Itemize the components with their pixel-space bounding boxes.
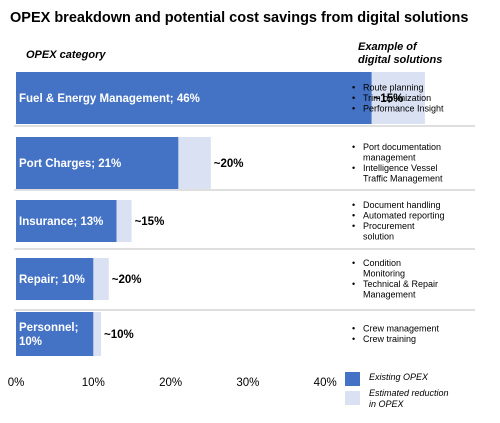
opex-bar xyxy=(16,312,94,356)
example-item: Trim optimization xyxy=(363,93,431,103)
legend-label-existing: Existing OPEX xyxy=(369,372,429,382)
opex-bar xyxy=(16,200,117,242)
example-item: Document handling xyxy=(363,200,441,210)
bullet-icon: • xyxy=(352,82,355,92)
reduction-bar xyxy=(371,72,425,124)
reduction-bar xyxy=(116,200,132,242)
bullet-icon: • xyxy=(352,334,355,344)
reduction-bar xyxy=(178,137,211,189)
reduction-label: ~15% xyxy=(374,93,404,105)
bullet-icon: • xyxy=(352,200,355,210)
bar-label: 10% xyxy=(19,336,42,348)
example-item: Monitoring xyxy=(363,269,405,279)
bullet-icon: • xyxy=(352,211,355,221)
bullet-icon: • xyxy=(352,93,355,103)
legend-swatch-existing xyxy=(345,372,360,386)
reduction-bar xyxy=(93,312,102,356)
bar-label: Insurance; 13% xyxy=(19,216,103,228)
bullet-icon: • xyxy=(352,103,355,113)
reduction-label: ~10% xyxy=(104,329,134,341)
bullet-icon: • xyxy=(352,163,355,173)
example-item: management xyxy=(363,153,416,163)
x-tick-label: 30% xyxy=(236,377,259,389)
category-header: OPEX category xyxy=(26,49,106,61)
opex-bar xyxy=(16,258,94,300)
bullet-icon: • xyxy=(352,142,355,152)
example-item: Performance Insight xyxy=(363,103,444,113)
example-item: Intelligence Vessel xyxy=(363,163,438,173)
reduction-label: ~15% xyxy=(135,216,165,228)
reduction-label: ~20% xyxy=(112,274,142,286)
example-item: Procurement xyxy=(363,221,415,231)
reduction-bar xyxy=(93,258,109,300)
examples-header-line1: Example of xyxy=(358,41,418,53)
x-tick-label: 20% xyxy=(159,377,182,389)
bar-label: Repair; 10% xyxy=(19,274,85,286)
example-item: Route planning xyxy=(363,82,424,92)
example-item: Technical & Repair xyxy=(363,279,438,289)
legend-swatch-reduction xyxy=(345,391,360,405)
bullet-icon: • xyxy=(352,221,355,231)
chart-title: OPEX breakdown and potential cost saving… xyxy=(10,10,468,26)
reduction-label: ~20% xyxy=(214,158,244,170)
bar-label: Port Charges; 21% xyxy=(19,158,121,170)
example-item: Traffic Management xyxy=(363,174,443,184)
bar-label: Personnel; xyxy=(19,322,78,334)
example-item: Automated reporting xyxy=(363,211,445,221)
opex-bar xyxy=(16,137,179,189)
example-item: Crew training xyxy=(363,334,416,344)
opex-bar xyxy=(16,72,372,124)
example-item: Condition xyxy=(363,258,401,268)
example-item: Management xyxy=(363,290,416,300)
x-tick-label: 10% xyxy=(82,377,105,389)
x-tick-label: 0% xyxy=(8,377,25,389)
example-item: Crew management xyxy=(363,324,440,334)
legend-label-reduction: Estimated reduction xyxy=(369,388,449,398)
example-item: solution xyxy=(363,232,394,242)
bullet-icon: • xyxy=(352,258,355,268)
legend-label-reduction: in OPEX xyxy=(369,399,405,409)
bullet-icon: • xyxy=(352,324,355,334)
bullet-icon: • xyxy=(352,279,355,289)
examples-header-line2: digital solutions xyxy=(358,54,442,66)
bar-label: Fuel & Energy Management; 46% xyxy=(19,93,200,105)
x-tick-label: 40% xyxy=(314,377,337,389)
example-item: Port documentation xyxy=(363,142,441,152)
